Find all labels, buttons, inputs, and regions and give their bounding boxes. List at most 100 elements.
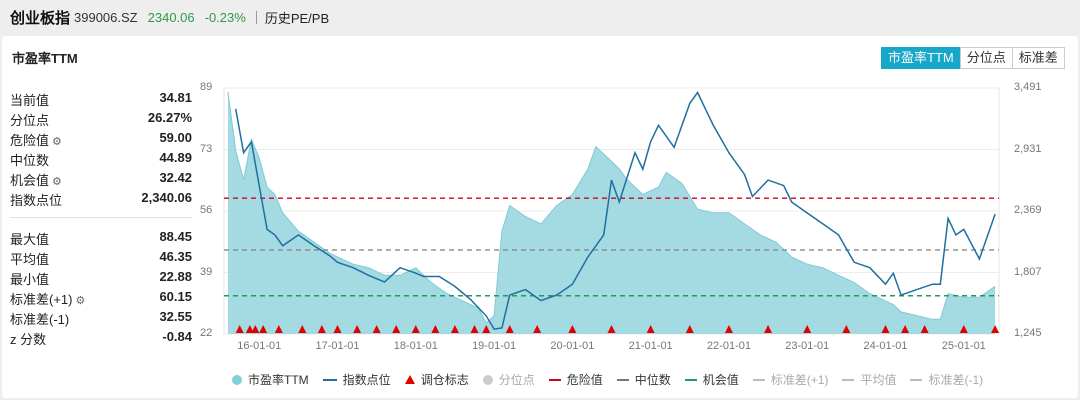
rebalance-marker [482, 325, 491, 333]
legend-label: 中位数 [634, 373, 671, 387]
legend-triangle-icon [404, 375, 415, 384]
tab-percentile[interactable]: 分位点 [959, 47, 1013, 69]
stat-value: 88.45 [159, 229, 192, 244]
legend-item[interactable]: 分位点 [482, 371, 535, 388]
x-tick: 17-01-01 [315, 340, 360, 352]
y-right-tick: 1,245 [1014, 327, 1042, 339]
index-name: 创业板指 [10, 9, 71, 27]
stat-value: 59.00 [159, 130, 192, 145]
x-tick: 18-01-01 [393, 340, 438, 352]
rebalance-marker [274, 325, 283, 333]
stat-row: z 分数 -0.84 [10, 327, 192, 347]
x-tick: 22-01-01 [706, 340, 751, 352]
rebalance-marker [646, 325, 655, 333]
x-tick: 19-01-01 [472, 340, 517, 352]
stat-value: 2,340.06 [141, 190, 192, 205]
x-tick: 16-01-01 [237, 340, 282, 352]
legend-label: 危险值 [566, 373, 603, 387]
rebalance-marker [235, 325, 244, 333]
index-price: 2340.06 [147, 9, 195, 25]
stat-row: 平均值 46.35 [10, 247, 192, 267]
legend-label: 调仓标志 [420, 373, 469, 387]
stat-value: -0.84 [162, 329, 192, 344]
valuation-panel: 市盈率TTM 市盈率TTM 分位点 标准差 当前值 34.81 分位点 26.27% 危… [2, 36, 1078, 398]
rebalance-marker [881, 325, 890, 333]
legend-dash-icon [842, 378, 855, 381]
stat-row: 标准差(+1) ⚙ 60.15 [10, 287, 192, 307]
x-tick: 20-01-01 [550, 340, 595, 352]
gear-icon[interactable]: ⚙ [52, 176, 62, 188]
index-change: -0.23% [204, 9, 246, 25]
index-code: 399006.SZ [74, 9, 138, 25]
rebalance-marker [901, 325, 910, 333]
rebalance-marker [920, 325, 929, 333]
stat-row: 标准差(-1) 32.55 [10, 307, 192, 327]
legend-item[interactable]: 中位数 [616, 371, 671, 388]
tab-std-dev[interactable]: 标准差 [1011, 47, 1065, 69]
legend-item[interactable]: 指数点位 [322, 371, 391, 388]
stat-row: 分位点 26.27% [10, 108, 192, 128]
legend-label: 指数点位 [342, 373, 391, 387]
y-right-tick: 3,491 [1014, 81, 1042, 93]
stat-label: 平均值 [10, 252, 50, 267]
y-right-tick: 1,807 [1014, 265, 1042, 278]
gear-icon[interactable]: ⚙ [75, 295, 86, 307]
stat-value: 26.27% [147, 110, 192, 125]
legend-item[interactable]: 标准差(-1) [910, 371, 983, 388]
pe-chart [223, 87, 1000, 335]
stat-value: 44.89 [159, 150, 192, 165]
legend-item[interactable]: 调仓标志 [404, 371, 469, 388]
stat-label: 指数点位 [10, 193, 63, 208]
legend-item[interactable]: 市盈率TTM [232, 371, 309, 388]
legend-dot-icon [232, 374, 242, 385]
legend-label: 分位点 [498, 373, 535, 387]
stat-label: 机会值 ⚙ [10, 173, 62, 188]
legend-dash-icon [616, 378, 629, 381]
rebalance-marker [333, 325, 342, 333]
tab-pe-ttm[interactable]: 市盈率TTM [881, 47, 961, 69]
y-left-tick: 56 [200, 204, 213, 216]
metric-tabs: 市盈率TTM 分位点 标准差 [881, 47, 1065, 69]
gear-icon[interactable]: ⚙ [52, 136, 62, 148]
x-tick: 25-01-01 [941, 340, 986, 352]
stat-label: 当前值 [10, 93, 50, 108]
legend-label: 机会值 [702, 373, 739, 387]
legend-item[interactable]: 标准差(+1) [752, 371, 828, 388]
stat-value: 32.42 [159, 170, 192, 185]
rebalance-marker [959, 325, 968, 333]
rebalance-marker [764, 325, 773, 333]
history-pe-pb-link[interactable]: 历史PE/PB [264, 10, 330, 26]
stat-row: 危险值 ⚙ 59.00 [10, 128, 192, 148]
y-left-tick: 39 [200, 265, 213, 278]
rebalance-marker [298, 325, 307, 333]
rebalance-marker [842, 325, 851, 333]
rebalance-marker [803, 325, 812, 333]
index-line [234, 91, 996, 330]
rebalance-marker [353, 325, 362, 333]
legend-item[interactable]: 危险值 [548, 371, 603, 388]
stat-row: 当前值 34.81 [10, 88, 192, 108]
stat-label: 标准差(+1) ⚙ [10, 292, 86, 307]
rebalance-marker [372, 325, 381, 333]
legend-dash-icon [548, 378, 561, 381]
y-left-tick: 22 [200, 327, 213, 339]
stat-value: 22.88 [159, 269, 192, 284]
rebalance-marker [505, 325, 514, 333]
rebalance-marker [431, 325, 440, 333]
stat-row: 机会值 ⚙ 32.42 [10, 168, 192, 188]
stat-row: 指数点位 2,340.06 [10, 188, 192, 208]
stat-value: 34.81 [159, 90, 192, 105]
y-left-tick: 73 [200, 142, 213, 155]
chart-legend: 市盈率TTM 指数点位 调仓标志 分位点 危险值 中位数 机会值 标准差(+1) 平均值 标准差(… [232, 371, 1012, 388]
x-tick: 21-01-01 [628, 340, 673, 352]
x-tick: 23-01-01 [785, 340, 830, 352]
legend-item[interactable]: 机会值 [684, 371, 739, 388]
rebalance-marker [991, 325, 1000, 333]
rebalance-marker [245, 325, 254, 333]
pe-line [227, 91, 996, 324]
stat-value: 46.35 [159, 249, 192, 264]
pe-area [227, 91, 996, 334]
stat-label: 标准差(-1) [10, 312, 70, 327]
legend-item[interactable]: 平均值 [842, 371, 896, 388]
stats-panel: 当前值 34.81 分位点 26.27% 危险值 ⚙ 59.00 中位数 44.89 机会值 ⚙ 32… [2, 88, 202, 347]
